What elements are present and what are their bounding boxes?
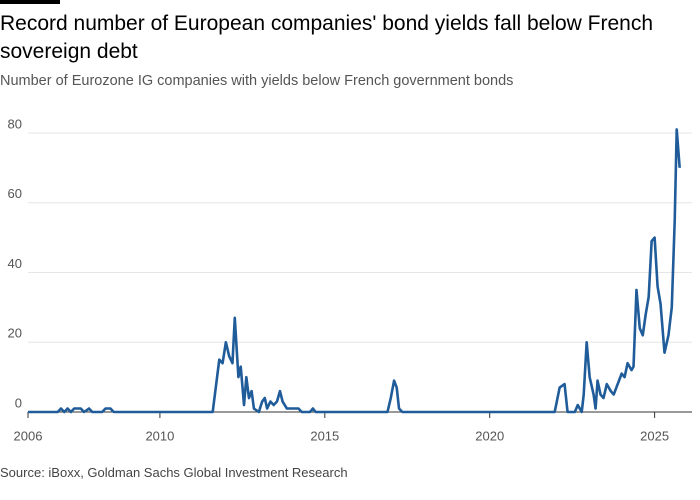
chart-title: Record number of European companies' bon… xyxy=(0,12,654,63)
x-tick-label: 2025 xyxy=(640,428,669,443)
x-tick-label: 2010 xyxy=(145,428,174,443)
y-tick-label: 40 xyxy=(8,256,22,271)
brand-bar xyxy=(0,0,60,4)
y-tick-label: 80 xyxy=(8,116,22,131)
y-tick-label: 20 xyxy=(8,326,22,341)
chart-subtitle: Number of Eurozone IG companies with yie… xyxy=(0,73,514,89)
source-note: Source: iBoxx, Goldman Sachs Global Inve… xyxy=(0,465,348,480)
x-tick-label: 2006 xyxy=(14,428,43,443)
x-tick-label: 2020 xyxy=(475,428,504,443)
data-line xyxy=(28,128,681,414)
y-tick-label: 0 xyxy=(15,395,22,410)
y-tick-label: 60 xyxy=(8,186,22,201)
x-tick-label: 2015 xyxy=(310,428,339,443)
